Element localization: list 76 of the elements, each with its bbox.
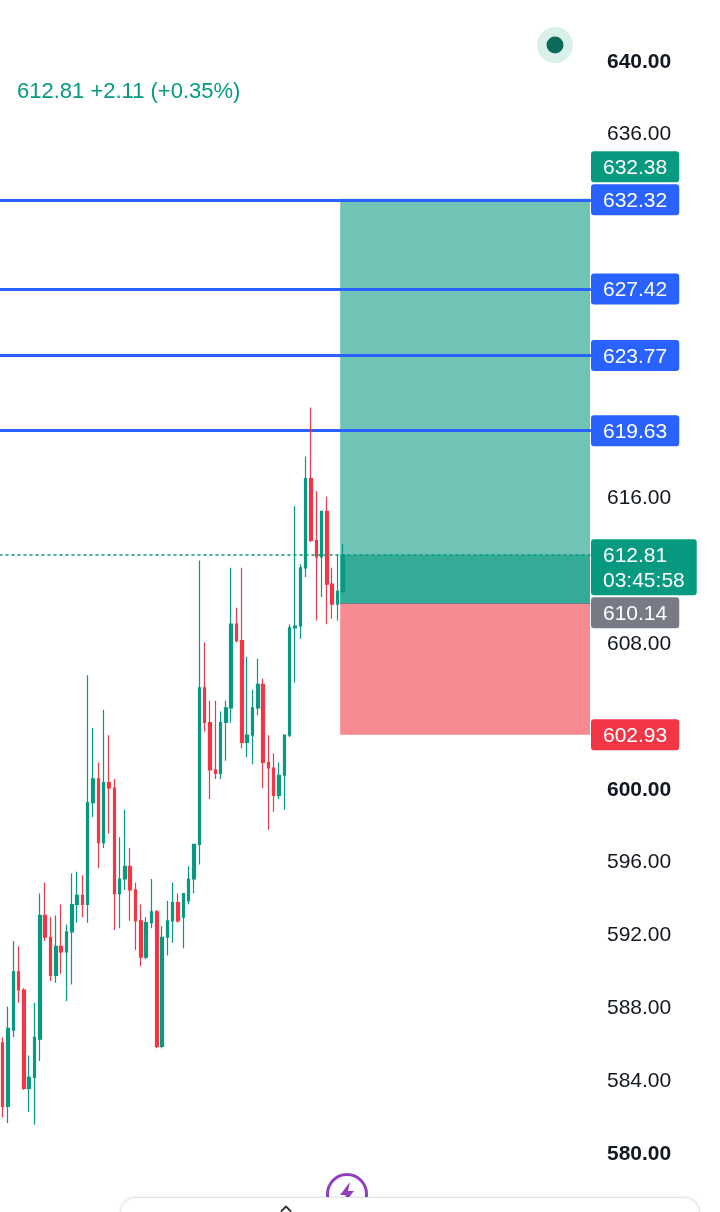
candlestick — [16, 945, 21, 1004]
candlestick — [117, 836, 122, 929]
candlestick — [143, 916, 149, 960]
candlestick — [298, 563, 303, 640]
candlestick — [154, 909, 160, 1049]
candlestick — [80, 874, 85, 918]
band-label: 632.38 — [603, 155, 668, 179]
candlestick — [276, 761, 282, 800]
y-tick-label: 640.00 — [607, 48, 672, 72]
candlestick — [186, 865, 191, 906]
candlestick — [244, 656, 250, 758]
candlestick — [96, 761, 101, 869]
candlestick — [287, 623, 292, 738]
y-tick-label: 636.00 — [607, 121, 672, 145]
candlestick — [42, 882, 48, 942]
candlestick — [90, 727, 96, 818]
candlestick — [191, 843, 197, 895]
candlestick — [218, 710, 223, 780]
candlestick — [32, 1002, 37, 1126]
candlestick — [340, 543, 346, 594]
candlestick — [37, 892, 43, 1062]
candlestick — [133, 882, 138, 951]
candlestick — [197, 559, 202, 866]
candlestick — [0, 1036, 5, 1119]
candlestick — [239, 567, 245, 749]
candlestick — [122, 809, 128, 891]
candlestick — [234, 607, 239, 643]
candlestick — [271, 752, 276, 813]
band-label: 602.93 — [603, 723, 668, 747]
candlestick — [213, 700, 218, 780]
candlestick — [260, 678, 266, 789]
y-tick-label: 600.00 — [607, 776, 672, 800]
candlestick — [202, 641, 207, 733]
candlestick — [266, 734, 271, 831]
y-tick-label: 592.00 — [607, 922, 672, 946]
candlestick — [314, 490, 319, 622]
candlestick — [106, 734, 112, 835]
candlestick — [181, 892, 186, 949]
ref-line-label: 610.14 — [603, 601, 668, 625]
candlestick — [175, 892, 181, 924]
y-tick-label: 580.00 — [607, 1140, 672, 1164]
y-tick-label: 616.00 — [607, 485, 672, 509]
ref-line-label: 632.32 — [603, 188, 668, 212]
candlestick — [21, 987, 27, 1091]
candlestick — [58, 903, 64, 975]
y-tick-label: 608.00 — [607, 630, 672, 654]
candlestick — [85, 674, 90, 924]
candlestick — [11, 940, 16, 1038]
candlestick — [138, 903, 144, 967]
text: 612.81 +2.11 (+0.35%) — [17, 78, 241, 104]
candlestick — [64, 923, 69, 1002]
ref-line-label: 627.42 — [603, 277, 668, 301]
candlestick — [112, 778, 117, 931]
candlestick — [127, 847, 133, 922]
ref-line-label: 623.77 — [603, 343, 668, 367]
candlestick — [101, 709, 106, 849]
candlestick — [207, 700, 213, 800]
ref-line-label: 612.81 03:45:58 — [603, 543, 685, 592]
candlestick — [26, 1054, 32, 1113]
candlestick — [308, 407, 314, 543]
candlestick — [282, 734, 287, 811]
candlestick — [165, 900, 170, 957]
y-tick-label: 588.00 — [607, 994, 672, 1018]
candlestick — [5, 1005, 11, 1124]
candlestick — [159, 925, 165, 1049]
ref-line-label: 619.63 — [603, 419, 668, 443]
candlestick — [324, 496, 330, 625]
candlestick — [255, 658, 261, 716]
candlestick — [250, 689, 255, 765]
candlestick — [48, 916, 53, 982]
candlestick — [149, 878, 154, 929]
y-tick-label: 596.00 — [607, 849, 672, 873]
y-tick-label: 584.00 — [607, 1067, 672, 1091]
candlestick — [53, 914, 59, 984]
candlestick — [69, 872, 75, 986]
candlestick — [170, 882, 175, 944]
